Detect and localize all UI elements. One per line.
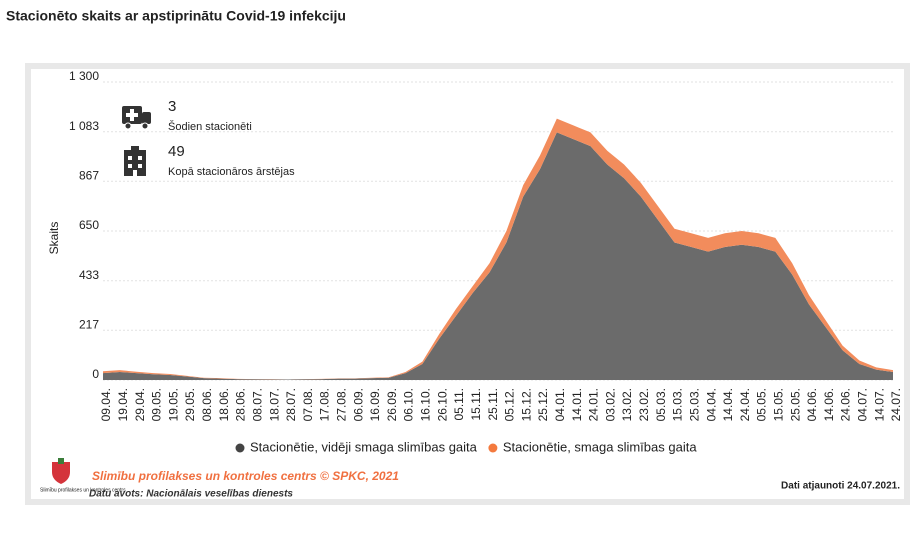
x-tick-label: 06.10. [402,388,416,421]
y-tick-label: 650 [79,218,99,232]
x-tick-label: 24.07. [889,388,903,421]
y-tick-label: 433 [79,268,99,282]
x-tick-label: 24.06. [839,388,853,421]
x-tick-label: 06.09. [351,388,365,421]
x-tick-label: 24.01. [587,388,601,421]
x-tick-label: 25.03. [687,388,701,421]
x-tick-label: 14.07. [872,388,886,421]
y-tick-label: 867 [79,168,99,182]
x-tick-label: 26.10. [435,388,449,421]
y-tick-label: 217 [79,317,99,331]
y-tick-label: 1 300 [69,69,99,83]
footer-updated: Dati atjaunoti 24.07.2021. [781,481,900,492]
chart-title: Stacionēto skaits ar apstiprinātu Covid-… [6,8,346,24]
legend-marker [235,443,245,453]
x-tick-label: 25.05. [788,388,802,421]
x-tick-label: 04.01. [553,388,567,421]
x-tick-label: 15.05. [772,388,786,421]
x-tick-label: 15.03. [671,388,685,421]
x-tick-label: 18.07. [267,388,281,421]
x-tick-label: 07.08. [301,388,315,421]
stat-label: Kopā stacionāros ārstējas [168,166,295,178]
x-tick-label: 19.04. [116,388,130,421]
x-tick-label: 09.05. [150,388,164,421]
x-tick-label: 04.06. [805,388,819,421]
x-tick-label: 25.11. [486,388,500,420]
y-tick-label: 0 [92,367,99,381]
x-tick-label: 15.12. [519,388,533,421]
x-tick-label: 03.02. [603,388,617,421]
y-axis-label: Skaits [47,222,61,255]
x-tick-label: 29.04. [133,388,147,421]
x-tick-label: 14.01. [570,388,584,421]
x-tick-label: 08.07. [250,388,264,421]
x-tick-label: 05.05. [755,388,769,421]
x-tick-label: 29.05. [183,388,197,421]
hospital-icon [124,146,146,176]
x-tick-label: 04.04. [704,388,718,421]
footer-source: Datu avots: Nacionālais veselības dienes… [89,489,293,500]
x-tick-label: 14.04. [721,388,735,421]
area [103,118,893,380]
legend-label: Stacionētie, vidēji smaga slimības gaita [250,439,478,454]
x-tick-label: 16.10. [419,388,433,421]
legend-label: Stacionētie, smaga slimības gaita [503,439,697,454]
x-tick-label: 05.03. [654,388,668,421]
footer-org: Slimību profilakses un kontroles centrs … [92,469,399,483]
x-tick-label: 05.12. [503,388,517,421]
x-tick-label: 23.02. [637,388,651,421]
x-tick-label: 17.08. [318,388,332,421]
x-tick-label: 16.09. [368,388,382,421]
x-tick-label: 28.07. [284,388,298,421]
x-tick-label: 13.02. [620,388,634,421]
x-tick-label: 28.06. [234,388,248,421]
x-tick-label: 04.07. [856,388,870,421]
x-tick-label: 15.11. [469,388,483,420]
stat-label: Šodien stacionēti [168,120,252,133]
x-tick-label: 09.04. [99,388,113,421]
x-tick-label: 14.06. [822,388,836,421]
x-tick-label: 27.08. [334,388,348,421]
legend-marker [488,443,498,453]
logo-text: Slimību profilakses un kontroles centrs [40,487,126,493]
x-tick-label: 08.06. [200,388,214,421]
x-tick-label: 26.09. [385,388,399,421]
x-tick-label: 18.06. [217,388,231,421]
area [103,132,893,380]
x-tick-label: 24.04. [738,388,752,421]
x-tick-label: 25.12. [536,388,550,421]
y-tick-label: 1 083 [69,119,99,133]
logo [52,458,70,484]
ambulance-icon [122,106,151,130]
legend: Stacionētie, vidēji smaga slimības gaita… [235,439,697,454]
x-tick-label: 19.05. [166,388,180,421]
x-tick-label: 05.11. [452,388,466,420]
stat-value: 3 [168,98,176,115]
stat-value: 49 [168,143,185,160]
plot: 0 217 433 650 867 1 083 1 300 09.04. 19.04. 29.04… [69,69,903,421]
